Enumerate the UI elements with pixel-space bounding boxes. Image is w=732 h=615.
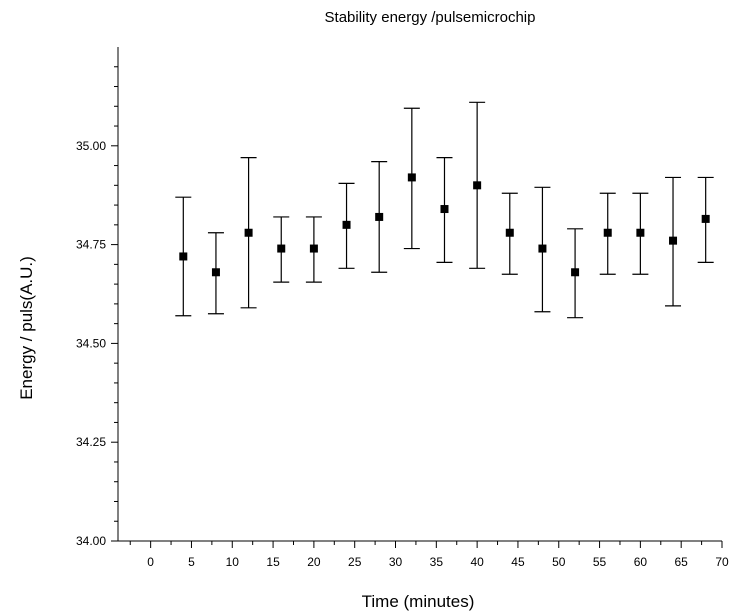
data-point [473, 181, 482, 190]
data-marks [175, 101, 714, 319]
chart-title: Stability energy /pulsemicrochip [325, 9, 536, 26]
y-axis-title: Energy / puls(A.U.) [17, 256, 36, 400]
x-tick-label: 5 [188, 555, 195, 569]
data-point [669, 236, 678, 245]
x-tick-label: 65 [675, 555, 689, 569]
x-tick-label: 55 [593, 555, 607, 569]
data-point [505, 228, 514, 237]
x-tick-label: 30 [389, 555, 403, 569]
data-point [603, 228, 612, 237]
x-tick-label: 50 [552, 555, 566, 569]
data-point [636, 228, 645, 237]
data-point [538, 244, 547, 253]
data-point [440, 205, 449, 214]
data-point [309, 244, 318, 253]
x-tick-label: 40 [470, 555, 484, 569]
x-tick-label: 25 [348, 555, 362, 569]
x-axis-title: Time (minutes) [362, 592, 475, 611]
axes: 34.00 34.25 34.50 34.75 35.00 0 5 10 15 20 25 30 35 4… [76, 47, 729, 569]
data-point [244, 228, 253, 237]
x-tick-label: 0 [147, 555, 154, 569]
x-tick-label: 15 [266, 555, 280, 569]
data-point [701, 214, 710, 223]
y-tick-label: 35.00 [76, 139, 106, 153]
y-tick-label: 34.50 [76, 336, 106, 350]
data-point [407, 173, 416, 182]
data-point [571, 268, 580, 277]
y-tick-label: 34.25 [76, 435, 106, 449]
x-tick-label: 60 [634, 555, 648, 569]
data-point [375, 212, 384, 221]
y-tick-label: 34.00 [76, 534, 106, 548]
data-point [179, 252, 188, 261]
y-tick-label: 34.75 [76, 238, 106, 252]
data-point [211, 268, 220, 277]
data-point [342, 220, 351, 229]
x-tick-label: 35 [430, 555, 444, 569]
x-tick-label: 45 [511, 555, 525, 569]
x-tick-label: 20 [307, 555, 321, 569]
data-point [277, 244, 286, 253]
x-tick-label: 10 [226, 555, 240, 569]
x-tick-label: 70 [715, 555, 729, 569]
